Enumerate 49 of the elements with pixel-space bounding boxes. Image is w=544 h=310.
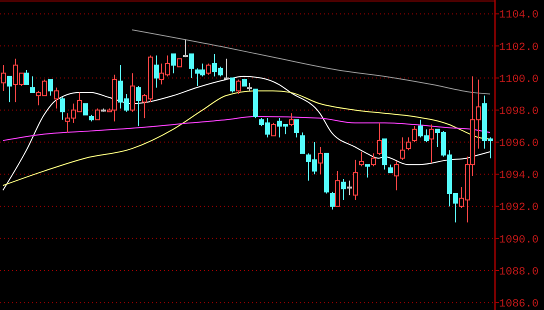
y-tick-label: 1102.0 [499, 42, 539, 54]
y-tick-label: 1098.0 [499, 106, 539, 118]
candlestick [183, 39, 188, 58]
candlestick [341, 178, 346, 200]
candlestick [359, 151, 364, 167]
candlestick [54, 87, 59, 109]
candlestick [394, 160, 399, 191]
candlestick [60, 96, 65, 120]
candlestick [371, 152, 376, 167]
candlestick [24, 69, 29, 85]
candlestick [377, 122, 382, 156]
y-tick-label: 1100.0 [499, 74, 539, 86]
line-series [132, 29, 491, 95]
y-tick-label: 1086.0 [499, 298, 539, 310]
candlestick [236, 79, 241, 95]
candlestick [136, 86, 141, 127]
candlestick [171, 53, 176, 74]
candlestick [189, 53, 194, 78]
y-tick-label: 1090.0 [499, 234, 539, 246]
line-series [2, 116, 491, 142]
candlestick [412, 126, 417, 143]
candlestick [95, 108, 100, 120]
candlestick [271, 122, 276, 136]
candlestick [83, 103, 88, 116]
y-tick-label: 1094.0 [499, 170, 539, 182]
candlestick [406, 136, 411, 151]
candlestick [224, 58, 229, 80]
candlestick [30, 76, 35, 93]
y-tick-label: 1096.0 [499, 138, 539, 150]
candlestick [289, 112, 294, 127]
candlestick [429, 124, 434, 164]
candlestick [48, 79, 53, 96]
candlestick [230, 78, 235, 93]
candlestick [365, 164, 370, 178]
y-tick-label: 1092.0 [499, 202, 539, 214]
y-tick-label: 1088.0 [499, 266, 539, 278]
candlestick [400, 136, 405, 160]
y-tick-label: 1104.0 [499, 10, 539, 22]
candlestick [154, 55, 159, 88]
candlestick [1, 64, 6, 92]
candlestick [300, 132, 305, 154]
line-series [2, 76, 491, 191]
candlestick [7, 76, 12, 103]
candlestick [294, 119, 299, 138]
candlestick [347, 180, 352, 196]
candlestick [318, 146, 323, 175]
candlestick [330, 191, 335, 210]
candlestick [206, 63, 211, 76]
candlestick [353, 159, 358, 200]
